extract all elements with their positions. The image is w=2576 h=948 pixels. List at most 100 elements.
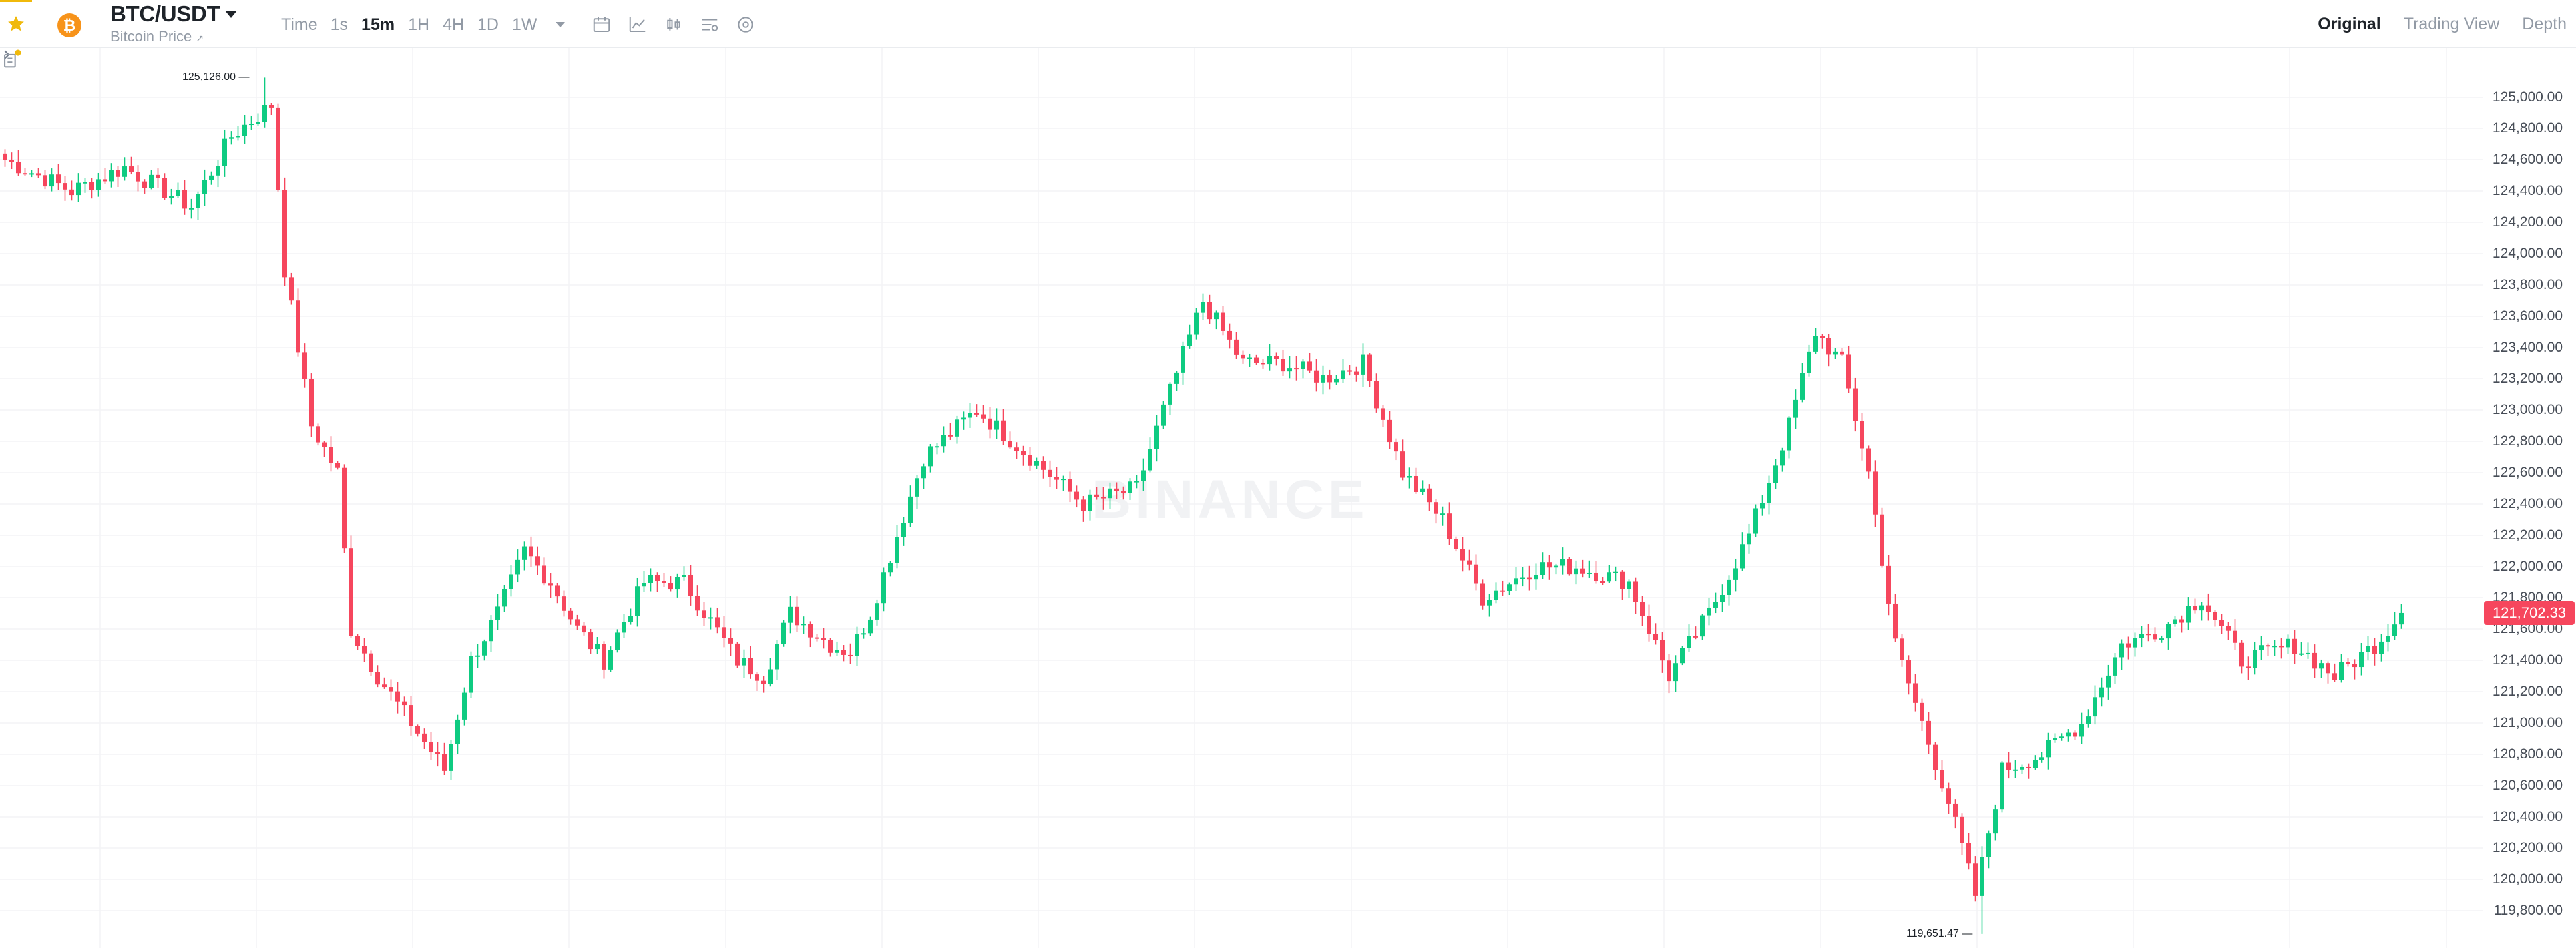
candle-down <box>1600 577 1605 585</box>
candle-down <box>815 634 819 642</box>
candle-body <box>582 625 586 633</box>
calendar-icon[interactable] <box>592 15 612 35</box>
candle-body <box>1860 421 1864 449</box>
candle-down <box>1594 561 1598 584</box>
candle-body <box>1520 577 1525 579</box>
candle-body <box>1261 363 1265 365</box>
candle-body <box>1627 581 1631 589</box>
order-history-icon[interactable] <box>0 48 23 71</box>
view-original[interactable]: Original <box>2318 15 2381 33</box>
candle-up <box>1214 310 1219 330</box>
candle-body <box>728 638 733 644</box>
candle-up <box>908 485 913 527</box>
candle-body <box>955 419 959 437</box>
candle-up <box>1727 575 1731 606</box>
candle-up <box>482 639 487 661</box>
candle-up <box>2033 755 2038 770</box>
candle-down <box>715 608 720 634</box>
candle-body <box>1594 572 1598 582</box>
line-chart-icon[interactable] <box>628 15 648 35</box>
candle-body <box>1800 373 1805 400</box>
candle-body <box>1660 640 1665 661</box>
view-trading-view[interactable]: Trading View <box>2403 15 2500 33</box>
candle-body <box>848 654 853 657</box>
candle-down <box>2326 661 2330 684</box>
candle-body <box>1148 449 1152 471</box>
pair-symbol[interactable]: BTC/USDT <box>110 1 220 26</box>
candle-up <box>2000 761 2004 813</box>
interval-1s[interactable]: 1s <box>330 15 349 34</box>
candle-body <box>1267 356 1272 365</box>
more-intervals-caret-icon[interactable] <box>555 22 565 27</box>
candle-up <box>2119 639 2124 670</box>
candle-body <box>1021 451 1026 455</box>
candle-up <box>1088 489 1092 521</box>
interval-1w[interactable]: 1W <box>512 15 537 34</box>
candlestick-chart[interactable]: BINANCE 125,126.00 — 119,651.47 — 125,00… <box>0 48 2576 948</box>
pair-subtitle[interactable]: Bitcoin Price ↗ <box>110 28 204 45</box>
candle-body <box>1440 513 1445 515</box>
price-tick-label: 123,200.00 <box>2492 371 2563 386</box>
candle-type-icon[interactable] <box>664 15 684 35</box>
candle-body <box>1061 479 1066 481</box>
candle-body <box>1547 562 1552 568</box>
candle-down <box>415 724 420 737</box>
candle-body <box>688 575 693 596</box>
candle-up <box>868 616 873 636</box>
interval-time[interactable]: Time <box>281 15 318 34</box>
candle-body <box>881 572 886 604</box>
candle-down <box>1620 570 1625 600</box>
candle-down <box>1880 507 1884 568</box>
candle-body <box>1274 356 1279 359</box>
chevron-down-icon[interactable] <box>225 11 237 18</box>
candle-body <box>1940 770 1944 789</box>
candle-body <box>1334 379 1339 383</box>
star-icon[interactable] <box>6 14 26 34</box>
candle-body <box>2299 653 2304 655</box>
candle-down <box>1041 456 1046 479</box>
candle-body <box>1787 417 1791 451</box>
interval-4h[interactable]: 4H <box>443 15 465 34</box>
candle-body <box>2399 612 2404 625</box>
candle-body <box>2113 657 2117 676</box>
candle-body <box>2272 646 2277 648</box>
candle-down <box>795 596 799 632</box>
candle-body <box>588 632 593 650</box>
candle-body <box>808 624 813 638</box>
candle-up <box>236 126 240 141</box>
candle-body <box>29 173 34 175</box>
view-depth[interactable]: Depth <box>2522 15 2567 33</box>
interval-1d[interactable]: 1D <box>477 15 499 34</box>
candle-down <box>2006 752 2011 779</box>
candle-body <box>136 171 140 182</box>
candle-up <box>489 615 493 652</box>
candle-down <box>1946 782 1951 814</box>
candle-body <box>1174 372 1179 384</box>
candle-body <box>968 413 972 418</box>
candle-body <box>442 754 447 771</box>
candle-up <box>1787 416 1791 459</box>
price-axis[interactable]: 125,000.00 124,800.00 124,600.00 124,400.00… <box>2483 48 2576 948</box>
candle-up <box>2013 760 2018 779</box>
candle-body <box>209 175 214 180</box>
candle-up <box>1780 447 1785 472</box>
candle-body <box>994 420 999 430</box>
candle-body <box>622 622 626 633</box>
candle-up <box>2253 641 2257 675</box>
candle-up <box>1440 506 1445 526</box>
price-tick-label: 122,800.00 <box>2492 433 2563 449</box>
candle-up <box>2339 654 2344 683</box>
interval-1h[interactable]: 1H <box>408 15 430 34</box>
candle-up <box>941 426 946 453</box>
candle-up <box>1494 582 1498 604</box>
settings-icon[interactable] <box>736 15 755 35</box>
candle-down <box>542 557 546 586</box>
interval-15m[interactable]: 15m <box>361 15 395 34</box>
candle-body <box>821 638 826 640</box>
candle-body <box>1301 361 1305 369</box>
candle-down <box>2312 644 2317 678</box>
candle-up <box>1420 480 1425 495</box>
candle-body <box>1527 577 1532 580</box>
indicator-settings-icon[interactable] <box>700 15 720 35</box>
candle-up <box>2106 664 2111 700</box>
